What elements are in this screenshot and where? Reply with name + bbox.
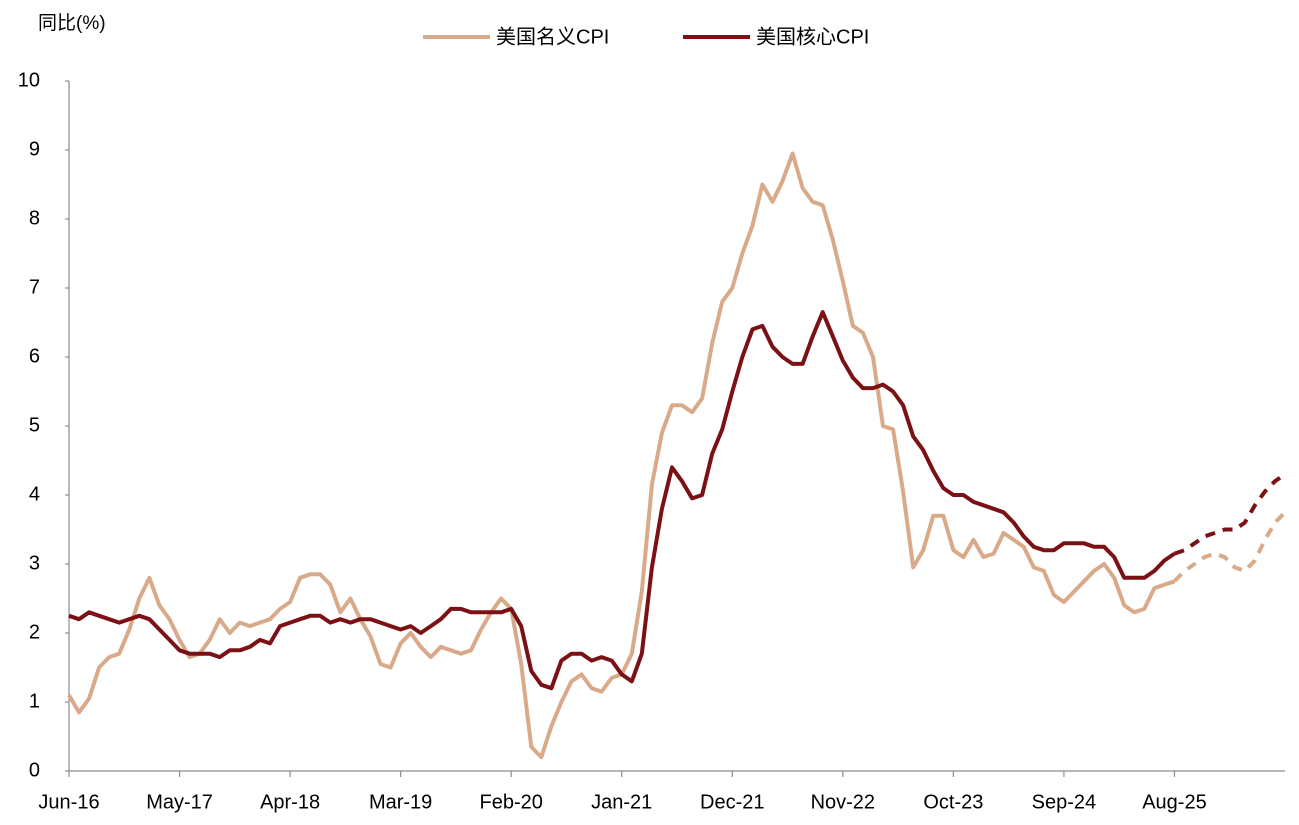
x-tick-label: May-17: [146, 791, 213, 813]
y-tick-label: 10: [18, 69, 40, 91]
x-tick-label: Oct-23: [923, 791, 983, 813]
y-tick-label: 8: [29, 207, 40, 229]
x-tick-label: Aug-25: [1142, 791, 1207, 813]
x-tick-label: Dec-21: [700, 791, 764, 813]
y-tick-label: 7: [29, 276, 40, 298]
y-tick-label: 4: [29, 483, 40, 505]
forecast-line: [1173, 510, 1287, 583]
x-tick-label: Jun-16: [38, 791, 99, 813]
y-axis-title: 同比(%): [38, 12, 106, 34]
x-tick-label: Apr-18: [260, 791, 320, 813]
legend-label: 美国名义CPI: [496, 25, 609, 48]
y-tick-label: 9: [29, 138, 40, 160]
y-tick-label: 1: [29, 690, 40, 712]
y-tick-label: 5: [29, 414, 40, 436]
x-tick-label: Nov-22: [811, 791, 875, 813]
x-tick-label: Feb-20: [479, 791, 542, 813]
x-tick-label: Jan-21: [591, 791, 652, 813]
y-tick-label: 0: [29, 759, 40, 781]
line: [67, 151, 1176, 760]
line: [68, 310, 1176, 691]
y-tick-label: 2: [29, 621, 40, 643]
forecast-line: [1173, 472, 1287, 556]
x-tick-label: Sep-24: [1032, 791, 1097, 813]
legend-label: 美国核心CPI: [756, 25, 869, 48]
y-tick-label: 6: [29, 345, 40, 367]
x-tick-label: Mar-19: [369, 791, 432, 813]
y-tick-label: 3: [29, 552, 40, 574]
